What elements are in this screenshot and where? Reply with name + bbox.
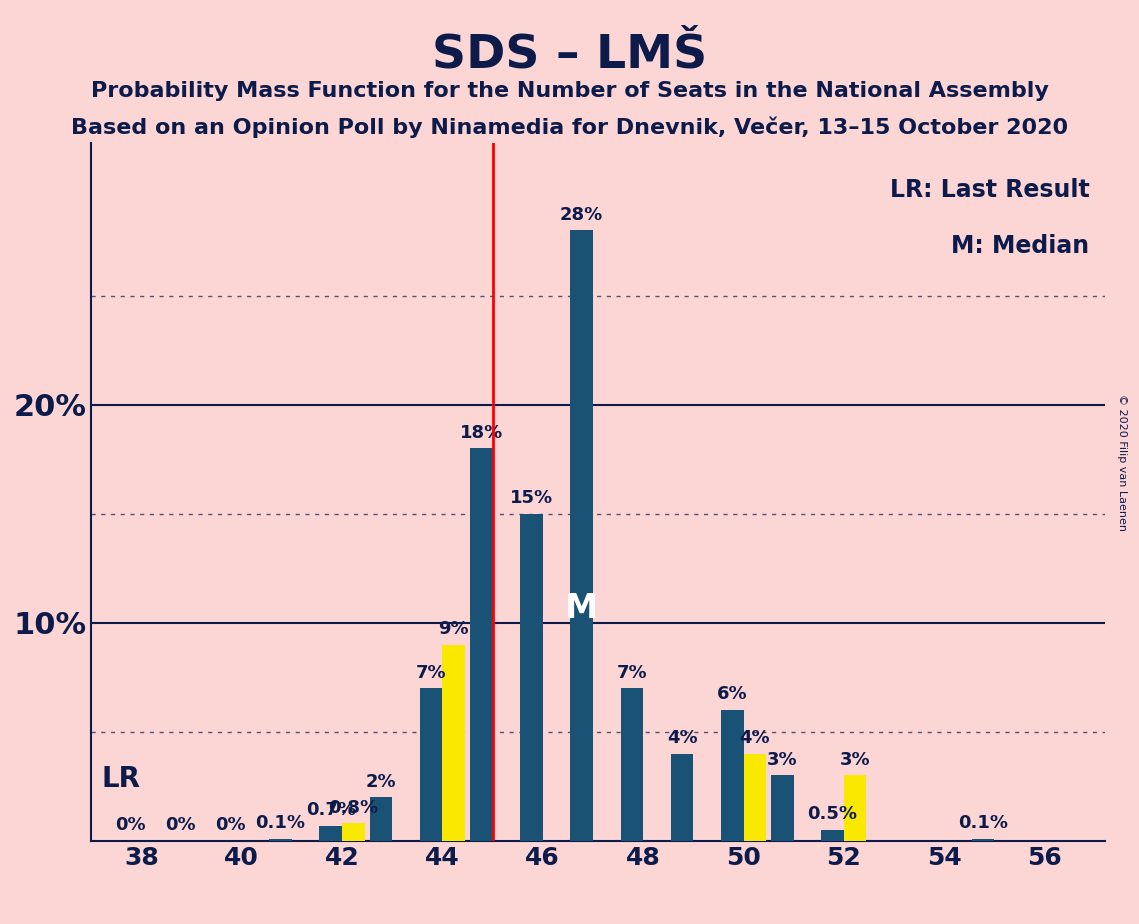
Bar bbox=[771, 775, 794, 841]
Bar bbox=[521, 514, 543, 841]
Text: 0.1%: 0.1% bbox=[255, 814, 305, 833]
Text: 15%: 15% bbox=[510, 490, 554, 507]
Bar bbox=[671, 754, 694, 841]
Bar bbox=[342, 823, 364, 841]
Bar bbox=[744, 754, 767, 841]
Text: LR: Last Result: LR: Last Result bbox=[890, 178, 1090, 202]
Text: 0.1%: 0.1% bbox=[958, 814, 1008, 833]
Bar bbox=[470, 448, 492, 841]
Text: M: M bbox=[565, 592, 598, 626]
Text: 3%: 3% bbox=[839, 751, 870, 769]
Text: 28%: 28% bbox=[560, 206, 604, 224]
Bar bbox=[571, 230, 593, 841]
Text: 0.7%: 0.7% bbox=[305, 801, 355, 819]
Bar bbox=[319, 825, 342, 841]
Bar bbox=[370, 797, 392, 841]
Text: 9%: 9% bbox=[439, 620, 469, 638]
Text: SDS – LMŠ: SDS – LMŠ bbox=[432, 32, 707, 78]
Text: LR: LR bbox=[101, 765, 140, 793]
Text: 3%: 3% bbox=[767, 751, 797, 769]
Bar bbox=[821, 830, 844, 841]
Text: 2%: 2% bbox=[366, 772, 396, 791]
Bar bbox=[972, 839, 994, 841]
Text: © 2020 Filip van Laenen: © 2020 Filip van Laenen bbox=[1117, 394, 1126, 530]
Bar bbox=[269, 839, 292, 841]
Bar bbox=[442, 645, 465, 841]
Text: 4%: 4% bbox=[666, 729, 697, 748]
Bar bbox=[621, 688, 644, 841]
Text: 6%: 6% bbox=[716, 686, 747, 703]
Text: Probability Mass Function for the Number of Seats in the National Assembly: Probability Mass Function for the Number… bbox=[91, 81, 1048, 102]
Text: 0%: 0% bbox=[165, 816, 196, 834]
Bar bbox=[420, 688, 442, 841]
Bar bbox=[844, 775, 867, 841]
Text: Based on an Opinion Poll by Ninamedia for Dnevnik, Večer, 13–15 October 2020: Based on an Opinion Poll by Ninamedia fo… bbox=[71, 116, 1068, 138]
Text: 0.5%: 0.5% bbox=[808, 806, 858, 823]
Text: 0.8%: 0.8% bbox=[328, 799, 378, 817]
Text: M: Median: M: Median bbox=[951, 234, 1090, 258]
Text: 18%: 18% bbox=[460, 424, 503, 442]
Text: 7%: 7% bbox=[616, 663, 647, 682]
Text: 0%: 0% bbox=[115, 816, 146, 834]
Text: 0%: 0% bbox=[215, 816, 246, 834]
Text: 7%: 7% bbox=[416, 663, 446, 682]
Bar bbox=[721, 710, 744, 841]
Text: 4%: 4% bbox=[739, 729, 770, 748]
